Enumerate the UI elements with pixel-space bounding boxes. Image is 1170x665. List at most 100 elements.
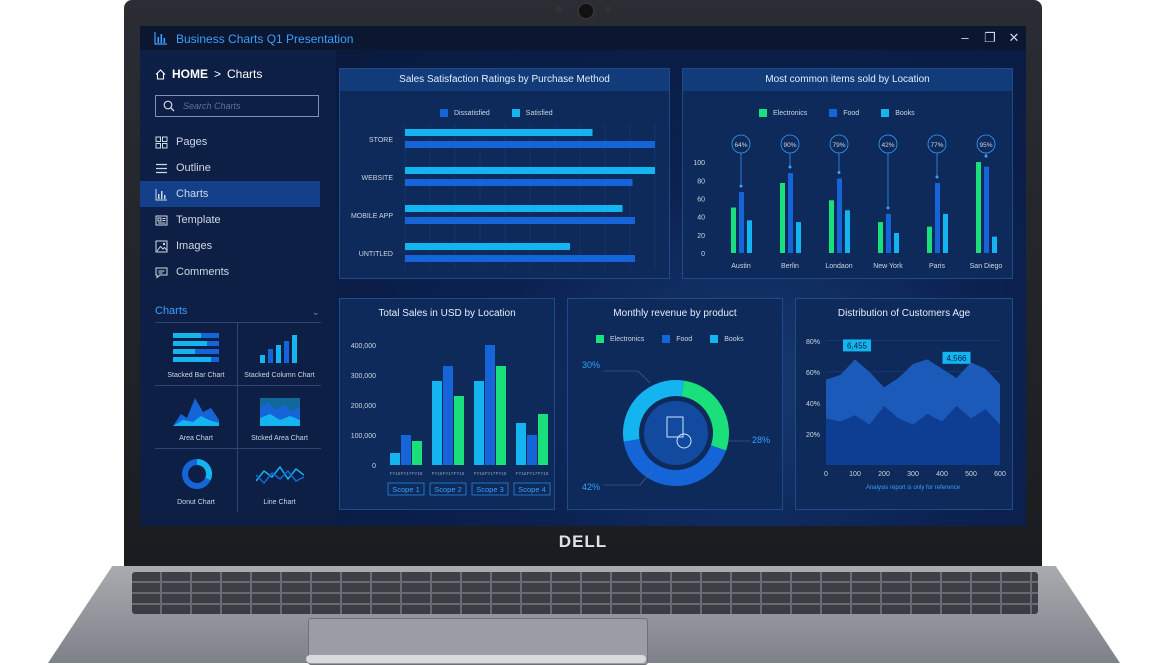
monthly-revenue-panel: Monthly revenue by product Electronics F… bbox=[567, 298, 783, 510]
y-tick-label: 40% bbox=[806, 401, 820, 408]
close-icon[interactable]: ✕ bbox=[1008, 30, 1020, 45]
bar bbox=[894, 233, 899, 253]
x-tick-label: FY16 bbox=[432, 471, 443, 476]
bar bbox=[837, 178, 842, 253]
donut-chart-tile[interactable]: Donut Chart bbox=[155, 449, 238, 512]
sidebar: HOME > Charts Search Charts Pages Outlin… bbox=[140, 50, 336, 526]
customer-age-panel: Distribution of Customers Age 20% 40% 60% 8… bbox=[795, 298, 1013, 510]
home-icon[interactable] bbox=[155, 68, 166, 80]
column bbox=[454, 396, 464, 465]
title-bar: Business Charts Q1 Presentation – ❐ ✕ bbox=[140, 26, 1026, 50]
breadcrumb: HOME > Charts bbox=[155, 67, 262, 81]
column bbox=[401, 435, 411, 465]
chart-title: Monthly revenue by product bbox=[613, 308, 737, 319]
y-tick-label: 100,000 bbox=[351, 433, 376, 440]
annotation-bubble bbox=[976, 134, 996, 154]
y-tick-label: 80% bbox=[806, 339, 820, 346]
y-tick-label: 0 bbox=[372, 463, 376, 470]
image-icon bbox=[155, 240, 168, 252]
column bbox=[390, 453, 400, 465]
sidebar-item-label: Template bbox=[176, 214, 221, 226]
sidebar-item-label: Comments bbox=[176, 266, 230, 278]
bar bbox=[405, 179, 633, 186]
annotation-dot bbox=[837, 170, 841, 174]
total-sales-panel: Total Sales in USD by Location 0 100,000 2… bbox=[339, 298, 555, 510]
annotation-label: 90% bbox=[783, 142, 796, 149]
annotation-label: 64% bbox=[734, 142, 747, 149]
search-placeholder: Search Charts bbox=[183, 101, 241, 111]
charts-section-title[interactable]: Charts bbox=[155, 305, 188, 317]
search-input[interactable]: Search Charts bbox=[155, 95, 319, 117]
sensor-icon bbox=[556, 6, 562, 12]
y-tick-label: 40 bbox=[697, 215, 705, 222]
webcam-icon bbox=[577, 2, 595, 20]
y-tick-label: 100 bbox=[693, 160, 705, 167]
sidebar-item-charts[interactable]: Charts bbox=[140, 181, 320, 207]
stacked-bar-chart-tile[interactable]: Stacked Bar Chart bbox=[155, 323, 238, 386]
sensor-icon bbox=[605, 6, 611, 12]
legend-swatch bbox=[829, 109, 838, 117]
breadcrumb-home[interactable]: HOME bbox=[172, 67, 208, 81]
grouped-bar-chart: 0 20 40 60 80 100 64% Austin 90% Berlin 79% Londaon… bbox=[693, 134, 1002, 270]
area-series bbox=[826, 405, 1000, 465]
chart-gallery: Stacked Bar Chart Stacked Column Chart A… bbox=[155, 323, 321, 512]
category-label: UNTITLED bbox=[359, 251, 393, 258]
bar bbox=[943, 213, 948, 253]
legend-label: Books bbox=[895, 109, 915, 117]
x-tick-label: FY18 bbox=[412, 471, 423, 476]
annotation-dot bbox=[935, 175, 939, 179]
annotation-bubble bbox=[878, 134, 898, 154]
bar bbox=[829, 200, 834, 253]
sidebar-item-template[interactable]: Template bbox=[140, 207, 320, 233]
x-tick-label: FY18 bbox=[538, 471, 549, 476]
x-tick-label: FY18 bbox=[496, 471, 507, 476]
tile-caption: Donut Chart bbox=[177, 499, 215, 506]
minimize-icon[interactable]: – bbox=[961, 30, 969, 45]
annotation-label: 79% bbox=[832, 142, 845, 149]
stacked-column-chart-tile[interactable]: Stacked Column Chart bbox=[238, 323, 321, 386]
donut-chart: 30% 28% 42% bbox=[582, 360, 770, 492]
slice-label: 30% bbox=[582, 360, 600, 370]
bar bbox=[984, 166, 989, 253]
bar-chart-icon bbox=[154, 32, 167, 45]
bar bbox=[927, 226, 932, 253]
chevron-down-icon[interactable]: ⌄ bbox=[312, 307, 320, 317]
line-chart-tile[interactable]: Line Chart bbox=[238, 449, 321, 512]
donut-slice bbox=[681, 380, 729, 451]
category-label: WEBSITE bbox=[361, 175, 393, 182]
category-label: Paris bbox=[929, 263, 945, 270]
search-icon bbox=[163, 100, 175, 112]
x-tick-label: FY17 bbox=[443, 471, 454, 476]
sidebar-item-comments[interactable]: Comments bbox=[140, 259, 320, 285]
leader-line bbox=[604, 370, 651, 384]
tile-caption: Area Chart bbox=[179, 435, 213, 442]
tile-caption: Stacked Column Chart bbox=[244, 372, 315, 379]
x-tick-label: FY18 bbox=[454, 471, 465, 476]
leader-line bbox=[604, 470, 653, 486]
column bbox=[496, 366, 506, 465]
stacked-area-chart-tile[interactable]: Stcked Area Chart bbox=[238, 386, 321, 449]
legend-label: Food bbox=[676, 335, 693, 343]
y-tick-label: 300,000 bbox=[351, 373, 376, 380]
category-label: STORE bbox=[369, 137, 393, 144]
bar bbox=[796, 222, 801, 253]
category-label: MOBILE APP bbox=[351, 213, 393, 220]
comment-icon bbox=[155, 267, 168, 279]
x-tick-label: FY17 bbox=[401, 471, 412, 476]
annotation-dot bbox=[788, 165, 792, 169]
annotation-box bbox=[843, 339, 871, 352]
scope-label: Scope 2 bbox=[434, 485, 462, 494]
restore-icon[interactable]: ❐ bbox=[984, 30, 996, 45]
sidebar-item-pages[interactable]: Pages bbox=[140, 129, 320, 155]
annotation-bubble bbox=[780, 134, 800, 154]
y-tick-label: 400,000 bbox=[351, 343, 376, 350]
sidebar-item-outline[interactable]: Outline bbox=[140, 155, 320, 181]
bar bbox=[405, 255, 635, 262]
category-label: New York bbox=[873, 263, 903, 270]
legend-label: Dissatisfied bbox=[454, 109, 490, 117]
area-chart-tile[interactable]: Area Chart bbox=[155, 386, 238, 449]
footnote: Analysis report is only for reference bbox=[866, 485, 961, 491]
annotation-dot bbox=[739, 184, 743, 188]
y-tick-label: 20 bbox=[697, 233, 705, 240]
sidebar-item-images[interactable]: Images bbox=[140, 233, 320, 259]
